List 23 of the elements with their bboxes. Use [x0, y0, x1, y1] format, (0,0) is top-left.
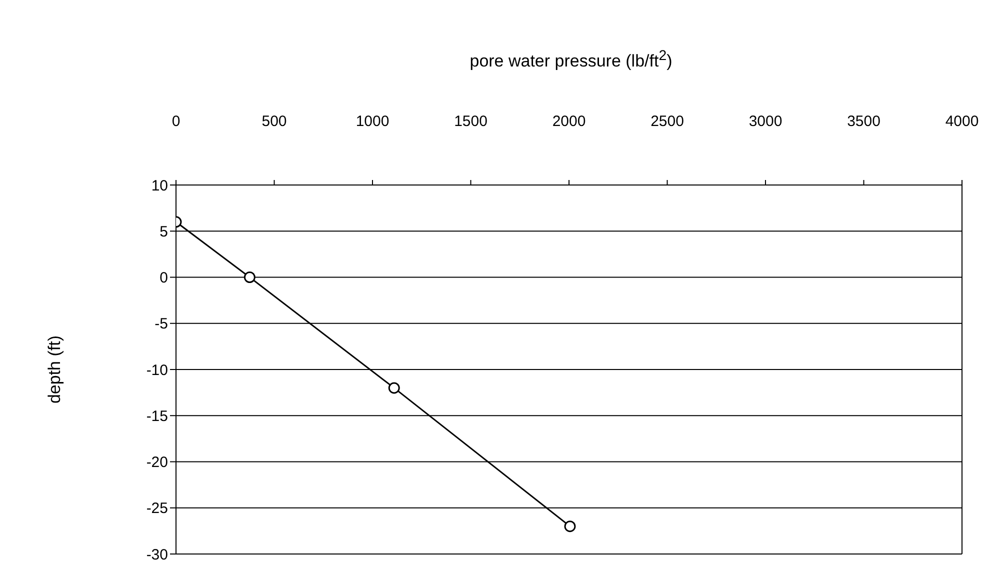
point: [244, 272, 256, 283]
x-tick-label: 1500: [454, 113, 488, 130]
y-tick-label: 5: [160, 223, 168, 240]
y-tick-label: -15: [146, 408, 168, 425]
point: [564, 520, 576, 532]
x-tick-label: 0: [172, 113, 180, 130]
y-tick-label: -5: [154, 316, 168, 333]
x-tick-label: 500: [262, 113, 287, 130]
x-tick-label: 3000: [748, 113, 782, 130]
y-tick-label: 0: [160, 270, 168, 287]
y-tick-label: -25: [146, 500, 168, 518]
x-tick-label: 4000: [945, 113, 979, 130]
point: [388, 382, 400, 394]
x-tick-label: 1000: [356, 113, 390, 130]
y-tick-label: -10: [146, 362, 168, 379]
x-axis-title: pore water pressure (lb/ft$^{2}$): [468, 48, 674, 72]
x-tick-label: 2000: [552, 113, 586, 130]
y-tick-label: 10: [151, 177, 168, 194]
x-tick-label: 3500: [847, 113, 880, 130]
x-tick-label: 2500: [650, 113, 684, 130]
y-tick-label: -20: [146, 454, 168, 472]
y-axis-title: depth (ft): [45, 335, 64, 404]
y-tick-label: -30: [146, 546, 168, 564]
